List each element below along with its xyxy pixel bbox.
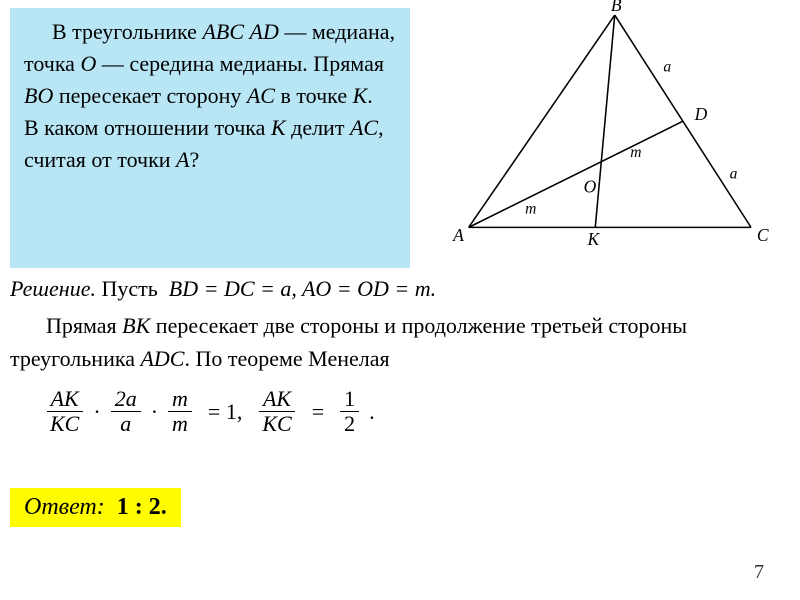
- segment-BK: [595, 15, 614, 227]
- segment-label-0: a: [663, 59, 671, 76]
- solution-block: Решение. Пусть BD = DC = a, AO = OD = m.…: [10, 272, 790, 436]
- segment-label-2: m: [630, 144, 641, 161]
- answer-value: 1 : 2.: [111, 494, 167, 520]
- problem-text: В треугольнике ABC AD — медиана, точка O…: [24, 16, 396, 175]
- vertex-label-C: C: [757, 225, 769, 245]
- segment-label-3: m: [525, 201, 536, 218]
- fraction-1-2: 1 2: [340, 387, 359, 436]
- fraction-m-m: m m: [168, 387, 192, 436]
- vertex-label-K: K: [586, 229, 600, 249]
- fraction-ak-kc-1: AK KC: [46, 387, 83, 436]
- solution-label: Решение.: [10, 276, 96, 301]
- vertex-label-O: O: [584, 176, 597, 196]
- vertex-label-B: B: [611, 0, 622, 15]
- solution-let-intro: Пусть: [96, 276, 163, 301]
- segment-label-1: a: [730, 166, 738, 183]
- vertex-label-D: D: [694, 104, 708, 124]
- fraction-2a-a: 2a a: [111, 387, 141, 436]
- vertex-label-A: A: [452, 225, 464, 245]
- segment-AD: [469, 121, 683, 227]
- answer-label: Ответ:: [24, 494, 105, 520]
- page-number: 7: [754, 561, 764, 584]
- fraction-ak-kc-2: AK KC: [258, 387, 295, 436]
- solution-let-eq: BD = DC = a, AO = OD = m.: [163, 276, 436, 301]
- triangle-diagram: A B C D O Ka a m m: [420, 0, 790, 260]
- answer-box: Ответ: 1 : 2.: [10, 488, 181, 527]
- menelaus-equation: AK KC · 2a a · m m = 1, AK KC = 1 2 .: [10, 387, 790, 436]
- solution-body: Прямая BK пересекает две стороны и продо…: [10, 309, 790, 375]
- problem-statement: В треугольнике ABC AD — медиана, точка O…: [10, 8, 410, 268]
